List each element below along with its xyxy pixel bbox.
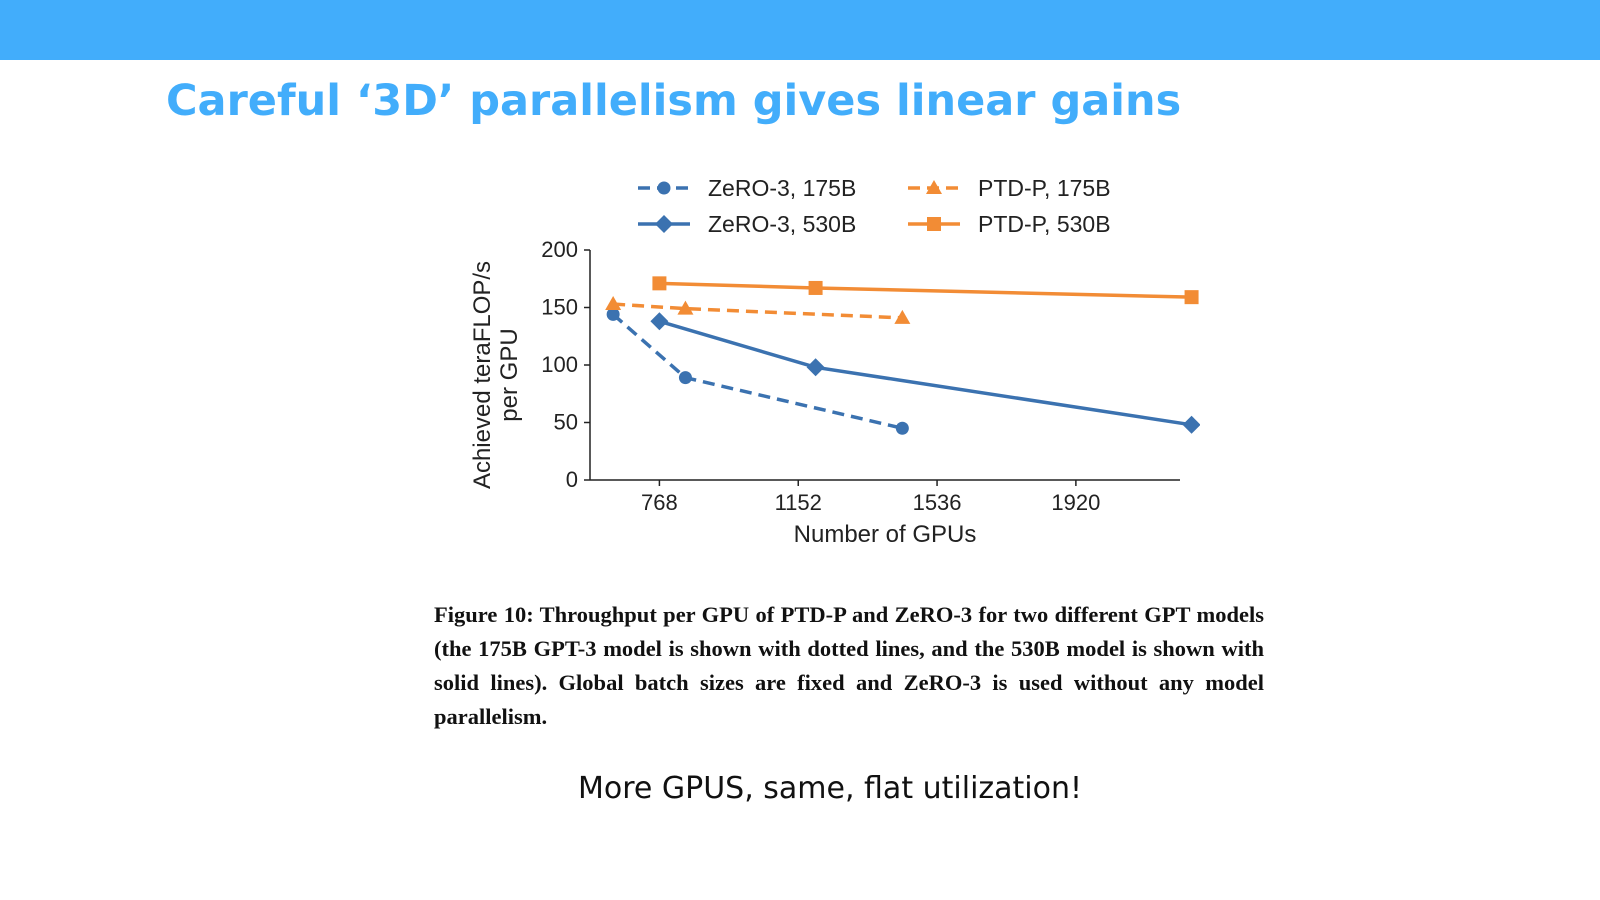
legend-label: ZeRO-3, 175B — [708, 175, 856, 201]
data-point — [808, 280, 823, 295]
legend-item: ZeRO-3, 175B — [638, 175, 856, 201]
top-accent-bar — [0, 0, 1600, 60]
series-line — [658, 319, 1192, 427]
series-zero-3-175b — [606, 307, 909, 435]
legend-marker — [927, 217, 941, 231]
series-ptd-p-530b — [652, 276, 1199, 305]
series-zero-3-530b — [650, 312, 1200, 434]
data-point — [806, 358, 825, 377]
x-tick-label: 1152 — [775, 490, 822, 515]
x-tick-label: 1536 — [913, 490, 962, 515]
data-point — [895, 421, 909, 435]
footer-text: More GPUS, same, flat utilization! — [577, 771, 1083, 806]
legend-marker — [655, 215, 673, 233]
figure-caption: Figure 10: Throughput per GPU of PTD-P a… — [434, 602, 1264, 729]
x-axis-label: Number of GPUs — [794, 521, 977, 548]
series-line — [659, 281, 1192, 299]
data-point — [1184, 290, 1199, 305]
legend-marker — [657, 181, 671, 195]
legend-item: ZeRO-3, 530B — [638, 211, 856, 237]
series-line — [613, 302, 903, 320]
data-point — [605, 296, 622, 311]
legend-item: PTD-P, 175B — [908, 175, 1111, 201]
data-point — [606, 307, 620, 321]
series-line — [611, 313, 903, 430]
chart-legend: ZeRO-3, 175B PTD-P, 175B ZeRO-3, 530B PTD-P… — [638, 175, 1111, 237]
legend-label: PTD-P, 530B — [978, 211, 1111, 237]
y-axis-label: Achieved teraFLOP/s per GPU — [469, 261, 523, 489]
data-point — [678, 371, 692, 385]
y-tick-label: 50 — [554, 410, 578, 435]
y-tick-label: 0 — [566, 467, 578, 492]
y-axis-label-line: Achieved teraFLOP/s — [469, 261, 496, 489]
y-tick-label: 150 — [541, 295, 578, 320]
legend-item: PTD-P, 530B — [908, 211, 1111, 237]
legend-label: ZeRO-3, 530B — [708, 211, 856, 237]
x-tick-label: 768 — [641, 490, 678, 515]
legend-label: PTD-P, 175B — [978, 175, 1111, 201]
legend-marker — [926, 180, 942, 194]
data-point — [650, 312, 669, 331]
slide-title: Careful ‘3D’ parallelism gives linear ga… — [166, 76, 1182, 126]
y-tick-label: 200 — [541, 237, 578, 262]
series-ptd-p-175b — [605, 296, 911, 324]
data-point — [1182, 415, 1200, 434]
data-point — [652, 276, 667, 291]
chart-axes: 0 50 100 150 200 768 1152 1536 1920 — [541, 237, 1180, 515]
y-tick-label: 100 — [541, 352, 578, 377]
throughput-chart: ZeRO-3, 175B PTD-P, 175B ZeRO-3, 530B PTD-P… — [469, 175, 1200, 548]
x-tick-label: 1920 — [1051, 490, 1100, 515]
data-point — [894, 309, 911, 324]
data-point — [677, 300, 694, 315]
y-axis-label-line: per GPU — [496, 328, 523, 421]
chart-plot-area — [605, 276, 1200, 435]
